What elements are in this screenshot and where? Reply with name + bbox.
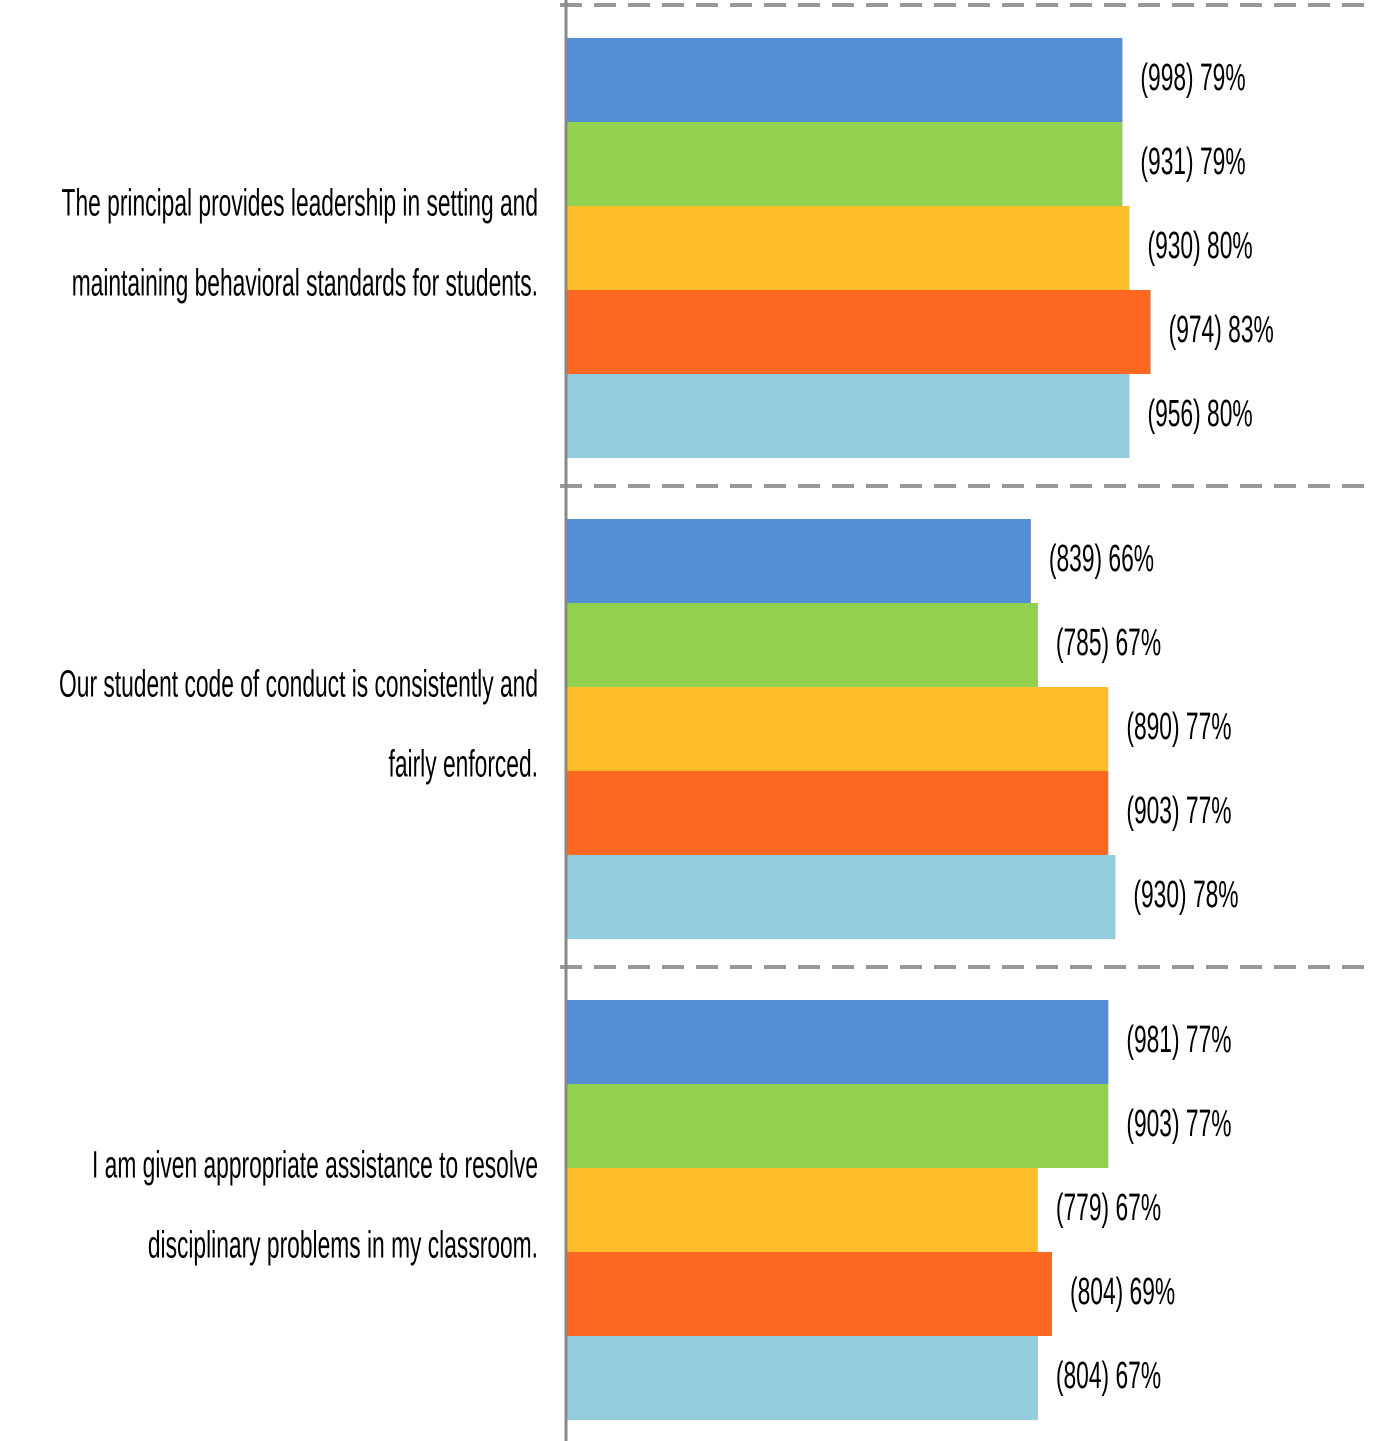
value-label: (779) 67% bbox=[1056, 1186, 1161, 1228]
bar bbox=[566, 1168, 1038, 1252]
bar bbox=[566, 122, 1123, 206]
value-label-wrap: (804) 69% bbox=[1070, 1270, 1175, 1312]
bar bbox=[566, 1252, 1052, 1336]
bar bbox=[566, 290, 1151, 374]
value-label-wrap: (930) 78% bbox=[1133, 873, 1238, 915]
value-label-wrap: (804) 67% bbox=[1056, 1354, 1161, 1396]
value-label: (956) 80% bbox=[1147, 392, 1252, 434]
bar bbox=[566, 206, 1130, 290]
bar bbox=[566, 1336, 1038, 1420]
category-label: I am given appropriate assistance to res… bbox=[92, 1144, 538, 1186]
category-label: The principal provides leadership in set… bbox=[62, 182, 538, 224]
value-label-wrap: (785) 67% bbox=[1056, 621, 1161, 663]
value-label: (903) 77% bbox=[1126, 1102, 1231, 1144]
value-label: (974) 83% bbox=[1169, 308, 1274, 350]
category-label-line: Our student code of conduct is consisten… bbox=[59, 663, 538, 705]
value-label-wrap: (956) 80% bbox=[1147, 392, 1252, 434]
bar bbox=[566, 771, 1109, 855]
category-label-line: maintaining behavioral standards for stu… bbox=[72, 262, 538, 304]
value-label-wrap: (930) 80% bbox=[1147, 224, 1252, 266]
value-label: (804) 67% bbox=[1056, 1354, 1161, 1396]
bar bbox=[566, 519, 1031, 603]
value-label-wrap: (839) 66% bbox=[1049, 537, 1154, 579]
value-label-wrap: (931) 79% bbox=[1140, 140, 1245, 182]
value-label: (930) 80% bbox=[1147, 224, 1252, 266]
bar bbox=[566, 603, 1038, 687]
value-label: (981) 77% bbox=[1126, 1018, 1231, 1060]
value-label-wrap: (903) 77% bbox=[1126, 1102, 1231, 1144]
value-label: (785) 67% bbox=[1056, 621, 1161, 663]
bar bbox=[566, 38, 1123, 122]
value-label: (998) 79% bbox=[1140, 56, 1245, 98]
value-label: (804) 69% bbox=[1070, 1270, 1175, 1312]
category-label-line: disciplinary problems in my classroom. bbox=[148, 1224, 538, 1266]
category-label: maintaining behavioral standards for stu… bbox=[72, 262, 538, 304]
category-label-line: fairly enforced. bbox=[388, 743, 538, 785]
value-label: (931) 79% bbox=[1140, 140, 1245, 182]
value-label-wrap: (981) 77% bbox=[1126, 1018, 1231, 1060]
value-label-wrap: (998) 79% bbox=[1140, 56, 1245, 98]
category-label-line: The principal provides leadership in set… bbox=[62, 182, 538, 224]
bar bbox=[566, 687, 1109, 771]
bar bbox=[566, 374, 1130, 458]
value-label-wrap: (903) 77% bbox=[1126, 789, 1231, 831]
value-label-wrap: (779) 67% bbox=[1056, 1186, 1161, 1228]
category-label: fairly enforced. bbox=[388, 743, 538, 785]
value-label-wrap: (974) 83% bbox=[1169, 308, 1274, 350]
bar bbox=[566, 1000, 1109, 1084]
value-label-wrap: (890) 77% bbox=[1126, 705, 1231, 747]
bar bbox=[566, 855, 1116, 939]
value-label: (839) 66% bbox=[1049, 537, 1154, 579]
category-label-line: I am given appropriate assistance to res… bbox=[92, 1144, 538, 1186]
value-label: (903) 77% bbox=[1126, 789, 1231, 831]
value-label: (930) 78% bbox=[1133, 873, 1238, 915]
bar bbox=[566, 1084, 1109, 1168]
category-label: Our student code of conduct is consisten… bbox=[59, 663, 538, 705]
category-label: disciplinary problems in my classroom. bbox=[148, 1224, 538, 1266]
value-label: (890) 77% bbox=[1126, 705, 1231, 747]
